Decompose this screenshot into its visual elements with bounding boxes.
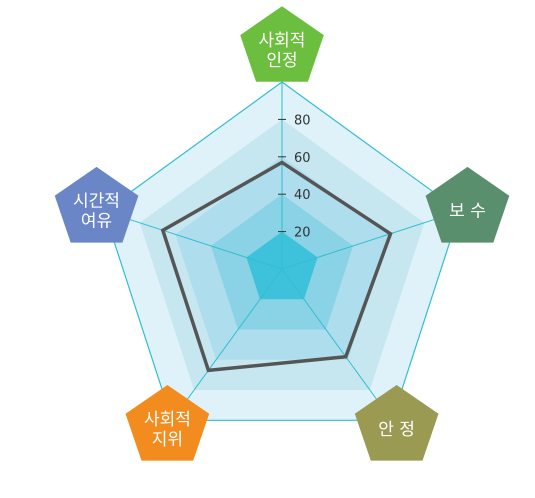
axis-spoke bbox=[171, 268, 283, 421]
axis-badge-shape bbox=[354, 385, 439, 461]
axis-label: 지위 bbox=[152, 430, 183, 450]
axis-label: 시간적 bbox=[73, 192, 120, 212]
axis-label-badge: 안 정 bbox=[354, 385, 439, 461]
axis-label: 사회적 bbox=[259, 31, 306, 51]
tick-label: 20 bbox=[294, 226, 311, 241]
axis-badge-shape bbox=[54, 166, 139, 243]
axis-label: 안 정 bbox=[378, 420, 415, 440]
axis-badge-shape bbox=[125, 385, 210, 461]
tick-label: 40 bbox=[294, 188, 311, 203]
axis-spoke bbox=[104, 210, 283, 270]
axis-spoke bbox=[281, 268, 393, 421]
axis-label: 사회적 bbox=[144, 410, 191, 430]
tick-label: 60 bbox=[294, 151, 311, 166]
series-line bbox=[160, 160, 393, 373]
axis-label: 인정 bbox=[266, 51, 297, 71]
tick-label: 80 bbox=[294, 113, 311, 128]
axis-badge-shape bbox=[425, 166, 510, 243]
axis-label: 보 수 bbox=[449, 202, 486, 222]
axis-label: 여유 bbox=[81, 212, 112, 232]
axis-badge-shape bbox=[240, 6, 324, 82]
axis-spoke bbox=[281, 210, 460, 270]
axis-label-badge: 보 수 bbox=[425, 166, 510, 243]
